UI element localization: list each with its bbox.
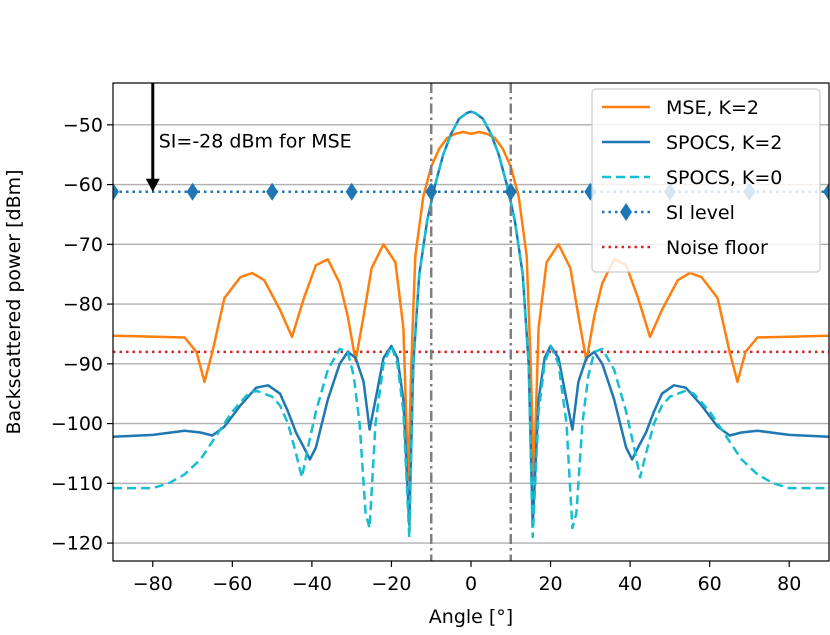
mse-k2-line <box>113 130 829 482</box>
si-marker <box>425 182 438 201</box>
legend-label: SI level <box>666 202 735 224</box>
legend-label: MSE, K=2 <box>666 97 759 119</box>
x-tick-label: −40 <box>292 573 332 595</box>
x-tick-label: −80 <box>133 573 173 595</box>
y-tick-label: −120 <box>51 533 103 555</box>
legend-label: Noise floor <box>666 237 768 259</box>
y-tick-label: −70 <box>63 234 103 256</box>
y-tick-label: −50 <box>63 114 103 136</box>
x-axis-label: Angle [°] <box>429 606 513 628</box>
y-tick-label: −60 <box>63 174 103 196</box>
y-tick-label: −100 <box>51 413 103 435</box>
x-tick-label: 40 <box>618 573 642 595</box>
si-arrow-head <box>145 178 160 192</box>
x-tick-label: 80 <box>777 573 801 595</box>
y-tick-label: −110 <box>51 473 103 495</box>
legend-si-marker <box>620 203 632 221</box>
si-marker <box>186 182 199 201</box>
grid-lines <box>113 124 829 544</box>
si-annotation-text: SI=-28 dBm for MSE <box>159 131 352 153</box>
si-marker <box>823 182 829 201</box>
x-tick-label: 0 <box>465 573 477 595</box>
spocs-k2-line <box>113 110 829 527</box>
x-tick-label: 20 <box>538 573 562 595</box>
axis-ticks: −50 −60 −70 −80 −90 −100 −110 −120 −80 −60 −40 −20 0… <box>51 114 802 595</box>
legend-label: SPOCS, K=2 <box>666 132 782 154</box>
si-marker <box>266 182 279 201</box>
y-axis-label: Backscattered power [dBm] <box>3 169 25 434</box>
legend-label: SPOCS, K=0 <box>666 167 782 189</box>
si-marker <box>504 182 517 201</box>
spocs-k0-line <box>113 110 829 539</box>
x-tick-label: 60 <box>698 573 722 595</box>
y-tick-label: −90 <box>63 353 103 375</box>
si-annotation: SI=-28 dBm for MSE <box>145 83 352 192</box>
x-tick-label: −60 <box>212 573 252 595</box>
si-marker <box>113 182 119 201</box>
x-tick-label: −20 <box>371 573 411 595</box>
legend: MSE, K=2 SPOCS, K=2 SPOCS, K=0 SI level Nois… <box>591 88 821 273</box>
legend-box <box>591 88 821 273</box>
y-tick-label: −80 <box>63 294 103 316</box>
si-marker <box>345 182 358 201</box>
